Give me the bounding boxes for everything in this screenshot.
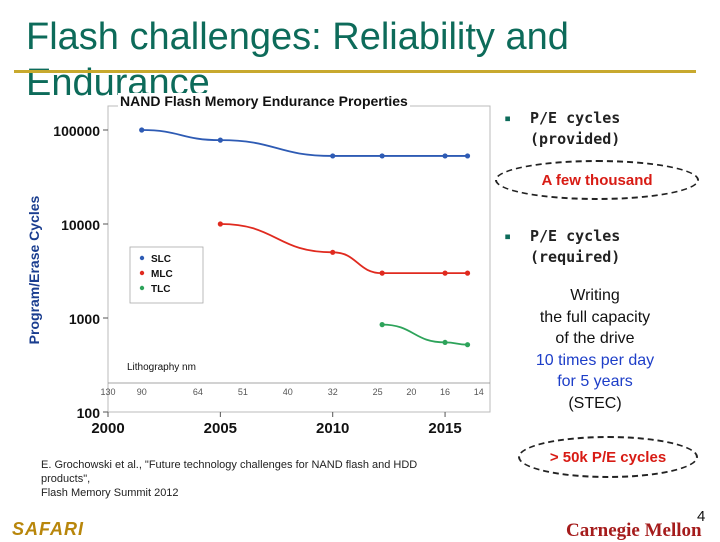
lithography-tick-label: 14 [474,387,484,397]
lithography-tick-label: 32 [328,387,338,397]
y-axis-label: Program/Erase Cycles [26,195,42,344]
bullet-list: ▪ P/E cycles (provided) [500,108,710,150]
series-line-mlc [220,223,468,275]
chart-title: NAND Flash Memory Endurance Properties [118,93,410,109]
x-tick-label: 2005 [204,420,237,437]
legend-marker-slc [139,255,145,261]
lithography-label: Lithography nm [127,362,196,373]
data-point-tlc [442,339,448,346]
citation: E. Grochowski et al., "Future technology… [41,459,418,499]
data-point-tlc [464,342,471,348]
data-point-slc [217,137,223,143]
x-tick-label: 2015 [428,420,461,437]
data-point-mlc [464,270,471,276]
lithography-tick-label: 40 [283,387,293,397]
lithography-tick-label: 130 [100,387,115,397]
lithography-tick-label: 16 [440,387,450,397]
data-point-mlc [330,249,336,255]
writing-line: Writing [570,287,620,304]
few-thousand-text: A few thousand [541,171,653,189]
writing-line: (STEC) [568,394,622,412]
lithography-tick-label: 20 [406,387,416,397]
writing-line: of the drive [555,330,635,347]
writing-line: the full capacity [539,308,651,326]
data-point-mlc [217,221,223,227]
lithography-tick-label: 25 [373,387,383,397]
data-point-slc [330,153,336,159]
bullet-list-required: ▪ P/E cycles (required) [500,226,710,268]
legend-label-slc: SLC [151,254,171,265]
lithography-tick-label: 64 [193,387,203,397]
bullet-provided-text: P/E cycles (provided) [530,109,621,148]
data-point-slc [442,153,448,159]
legend-label-mlc: MLC [151,269,173,280]
lithography-tick-label: 51 [238,387,248,397]
bullet-provided: ▪ P/E cycles (provided) [500,108,710,150]
legend-label-tlc: TLC [151,284,170,295]
bullet-marker: ▪ [504,111,512,125]
title-divider [14,70,696,73]
y-tick-label: 10000 [61,217,100,233]
writing-requirement: Writing the full capacity of the drive 1… [505,285,685,414]
bullet-required: ▪ P/E cycles (required) [500,226,710,268]
safari-logo: SAFARI [12,519,85,539]
bullet-marker: ▪ [504,229,512,243]
lithography-tick-label: 90 [137,387,147,397]
y-tick-label: 100 [77,405,101,421]
y-tick-label: 100000 [53,123,100,139]
data-point-slc [379,153,385,159]
few-thousand-callout: A few thousand [495,160,699,200]
legend-marker-tlc [139,285,145,291]
data-point-slc [464,153,471,159]
legend-marker-mlc [139,270,145,276]
y-tick-label: 1000 [69,311,100,327]
cmu-logo: Carnegie Mellon [566,520,702,541]
data-point-mlc [379,270,385,276]
page-number: 4 [697,508,706,525]
data-point-tlc [379,322,385,328]
fifty-k-callout: > 50k P/E cycles [518,436,698,478]
bullet-required-text: P/E cycles (required) [530,227,621,266]
writing-line-highlight: for 5 years [557,373,633,390]
x-tick-label: 2010 [316,420,349,437]
data-point-slc [139,127,145,133]
writing-line-highlight: 10 times per day [535,351,655,369]
fifty-k-text: > 50k P/E cycles [549,448,667,466]
chart-marks: 100 1000 10000 100000 2000 2005 2010 2015 Progra… [26,123,490,437]
slide-title: Flash challenges: Reliability and Endura… [26,16,569,104]
data-point-mlc [442,270,448,276]
x-tick-label: 2000 [91,420,124,437]
